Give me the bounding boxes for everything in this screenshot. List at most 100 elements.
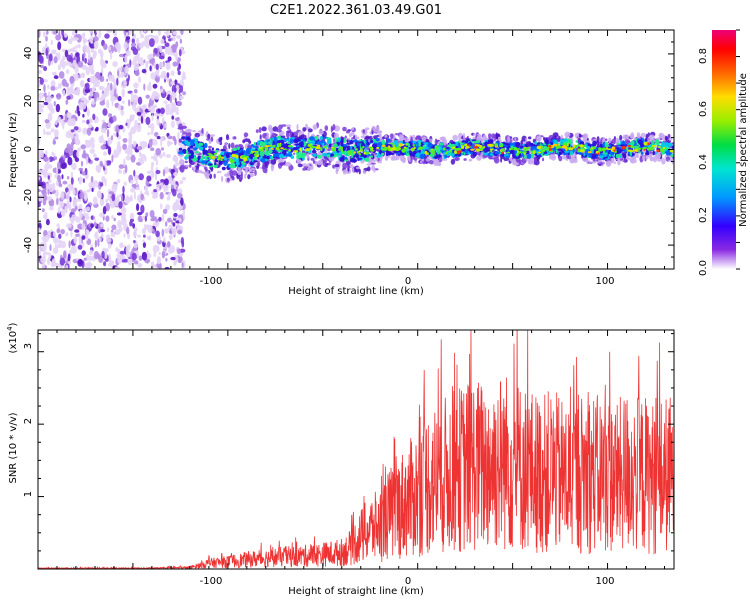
spectrogram-cell bbox=[38, 70, 42, 74]
spectrogram-cell bbox=[512, 142, 516, 147]
spectrogram-cell bbox=[364, 157, 370, 162]
spectrogram-cell bbox=[627, 149, 633, 152]
spectrogram-cell bbox=[250, 168, 256, 171]
spectrogram-cell bbox=[230, 142, 235, 149]
spectrogram-cell bbox=[449, 149, 453, 153]
spectrogram-cell bbox=[119, 242, 124, 248]
spectrogram-cell bbox=[79, 192, 85, 199]
spectrogram-cell bbox=[105, 215, 110, 222]
spectrogram-cell bbox=[106, 30, 113, 33]
spectrogram-cell bbox=[645, 133, 649, 139]
spectrogram-cell bbox=[197, 170, 203, 174]
spectrogram-cell bbox=[378, 132, 382, 140]
spectrogram-cell bbox=[38, 250, 41, 255]
spectrogram-cell bbox=[121, 100, 125, 104]
spectrogram-cell bbox=[144, 215, 147, 222]
spectrogram-cell bbox=[90, 175, 94, 183]
spectrogram-cell bbox=[615, 153, 620, 159]
spectrogram-cell bbox=[320, 140, 324, 144]
spectrogram-cell bbox=[74, 157, 80, 163]
spectrogram-cell bbox=[119, 250, 126, 255]
colorbar-tick-3: 0.6 bbox=[698, 101, 709, 117]
spectrogram-cell bbox=[107, 227, 110, 232]
spectrogram-cell bbox=[197, 155, 201, 161]
spectrogram-cell bbox=[92, 75, 96, 83]
spectrogram-cell bbox=[58, 71, 65, 79]
spectrogram-cell bbox=[387, 147, 392, 152]
spectrogram-cell bbox=[78, 167, 84, 171]
spectrogram-cell bbox=[345, 145, 351, 149]
spectrogram-cell bbox=[645, 150, 649, 156]
spectrogram-cell bbox=[399, 135, 404, 142]
spectrogram-cell bbox=[92, 113, 96, 121]
spectrogram-cell bbox=[229, 169, 233, 177]
spectrogram-cell bbox=[628, 144, 631, 148]
spectrogram-cell bbox=[172, 222, 176, 227]
spectrogram-cell bbox=[141, 140, 146, 150]
spectrogram-cell bbox=[301, 163, 308, 168]
spectrogram-cell bbox=[527, 157, 533, 165]
spectrogram-cell bbox=[117, 69, 120, 77]
spectrogram-cell bbox=[170, 81, 176, 85]
spectrogram-cell bbox=[185, 154, 190, 158]
spectrogram-cell bbox=[506, 151, 510, 154]
spectrogram-cell bbox=[280, 147, 284, 150]
spectrogram-cell bbox=[372, 125, 375, 132]
spectrogram-cell bbox=[255, 129, 259, 134]
spectrogram-cell bbox=[48, 53, 53, 62]
spectrogram-cell bbox=[242, 140, 245, 143]
spectrogram-cell bbox=[132, 230, 137, 237]
spectrogram-cell bbox=[380, 152, 385, 156]
spectrogram-cell bbox=[613, 161, 617, 164]
spectrogram-cell bbox=[61, 78, 67, 87]
spectrogram-cell bbox=[148, 138, 153, 148]
spectrogram-cell bbox=[153, 112, 158, 116]
spectrogram-cell bbox=[38, 151, 42, 159]
spectrogram-cell bbox=[110, 229, 114, 233]
spectrogram-cell bbox=[303, 166, 309, 169]
spectrogram-cell bbox=[296, 159, 299, 162]
spectrogram-cell bbox=[217, 170, 222, 174]
spectrogram-cell bbox=[66, 111, 72, 119]
snr-ticks bbox=[37, 330, 674, 569]
spectrogram-cell bbox=[47, 84, 50, 90]
spectrogram-cell bbox=[198, 142, 204, 147]
spectrogram-cell bbox=[140, 190, 142, 195]
spectrogram-cell bbox=[288, 144, 293, 148]
spectrogram-cell bbox=[342, 162, 348, 170]
spectrogram-cell bbox=[86, 108, 90, 117]
spectrogram-cell bbox=[218, 137, 223, 143]
spectrogram-cell bbox=[172, 36, 176, 42]
spectrogram-cell bbox=[504, 143, 511, 146]
spectrogram-cell bbox=[108, 46, 111, 51]
spectrogram-cell bbox=[121, 217, 127, 226]
spectrogram-cell bbox=[208, 145, 212, 149]
spectrogram-cell bbox=[400, 152, 405, 156]
spectrogram-cell bbox=[136, 203, 140, 212]
spectrogram-cell bbox=[590, 161, 597, 164]
spectrogram-cell bbox=[159, 185, 162, 190]
spectrogram-cell bbox=[191, 151, 194, 156]
spectrogram-cell bbox=[63, 33, 68, 38]
spectrogram-cell bbox=[631, 153, 635, 156]
spectrogram-cell bbox=[437, 151, 440, 155]
spectrogram-cell bbox=[248, 140, 252, 144]
spectrogram-cell bbox=[477, 134, 483, 139]
svg-text:(x104): (x104) bbox=[6, 322, 19, 353]
spectrogram-cell bbox=[147, 54, 152, 60]
spectrogram-cell bbox=[69, 76, 75, 84]
spectrogram-cell bbox=[503, 156, 510, 161]
spectrogram-cell bbox=[50, 39, 54, 46]
spectrogram-cell bbox=[107, 122, 112, 128]
spectrogram-cell bbox=[271, 133, 278, 138]
spectrogram-ytick-neg40: -40 bbox=[23, 237, 34, 253]
spectrogram-cell bbox=[277, 144, 282, 147]
spectrogram-cell bbox=[99, 197, 105, 207]
spectrogram-cell bbox=[99, 86, 103, 91]
spectrogram-cell bbox=[140, 115, 144, 124]
spectrogram-cell bbox=[144, 35, 150, 44]
spectrogram-cell bbox=[272, 144, 276, 148]
spectrogram-cell bbox=[60, 190, 65, 200]
spectrogram-cell bbox=[47, 195, 52, 202]
spectrogram-cell bbox=[82, 113, 85, 118]
